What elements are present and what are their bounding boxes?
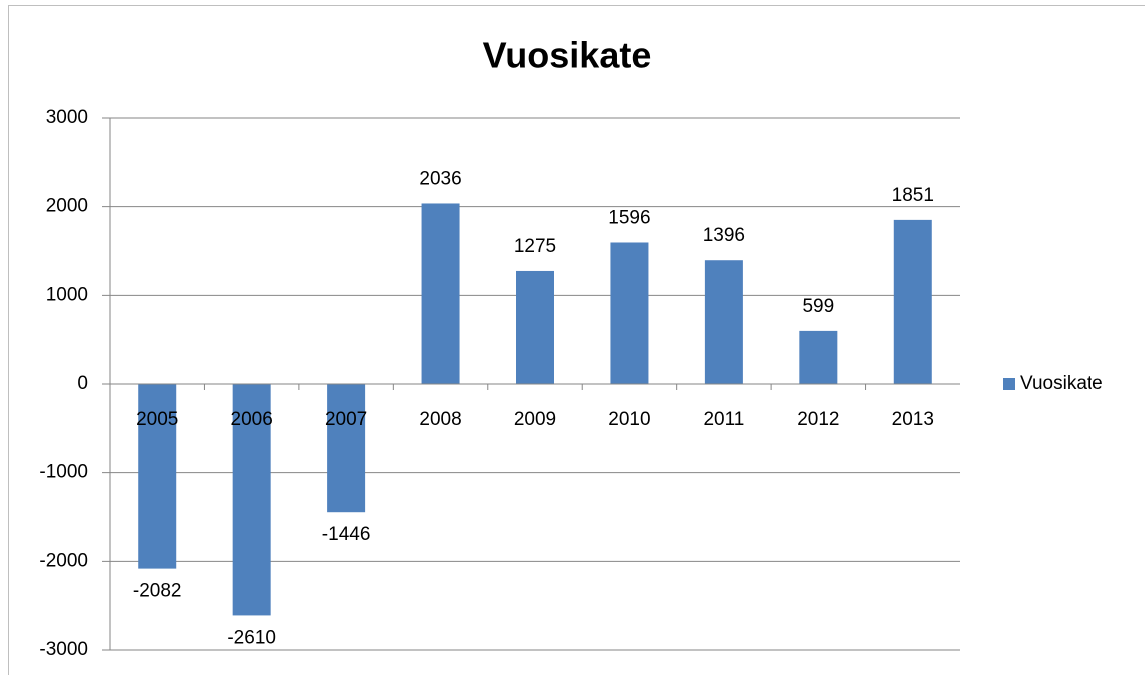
x-tick-label: 2011 [703,409,744,430]
x-tick-label: 2007 [325,409,367,430]
data-label: 1396 [703,225,745,246]
bar [516,270,554,384]
legend-label: Vuosikate [1020,373,1103,394]
y-tick-label: 2000 [46,196,88,217]
bar [421,203,460,384]
data-label: -2610 [227,627,276,648]
x-tick-label: 2005 [136,409,178,430]
data-label: -1446 [322,524,371,545]
y-tick-label: -1000 [39,462,88,483]
x-tick-label: 2013 [892,409,934,430]
bar [893,219,932,384]
bar [799,330,838,384]
data-label: 2036 [419,168,461,189]
chart-title: Vuosikate [483,35,652,76]
bar [610,242,649,384]
y-tick-label: -3000 [39,639,88,660]
legend-swatch [1003,378,1015,390]
data-label: 1851 [892,185,934,206]
chart-border [8,5,1145,675]
x-tick-label: 2006 [231,409,273,430]
y-tick-label: 3000 [46,107,88,128]
bar [327,384,366,513]
data-label: -2082 [133,581,182,602]
y-tick-label: -2000 [39,550,88,571]
y-tick-label: 0 [77,373,88,394]
data-label: 1275 [514,236,556,257]
x-tick-label: 2010 [608,409,650,430]
data-label: 599 [802,296,834,317]
x-tick-label: 2009 [514,409,556,430]
bar [138,384,177,569]
x-tick-label: 2008 [419,409,461,430]
y-tick-label: 1000 [46,284,88,305]
bar [704,260,743,384]
bar [232,384,271,616]
x-tick-label: 2012 [797,409,839,430]
data-label: 1596 [608,208,650,229]
